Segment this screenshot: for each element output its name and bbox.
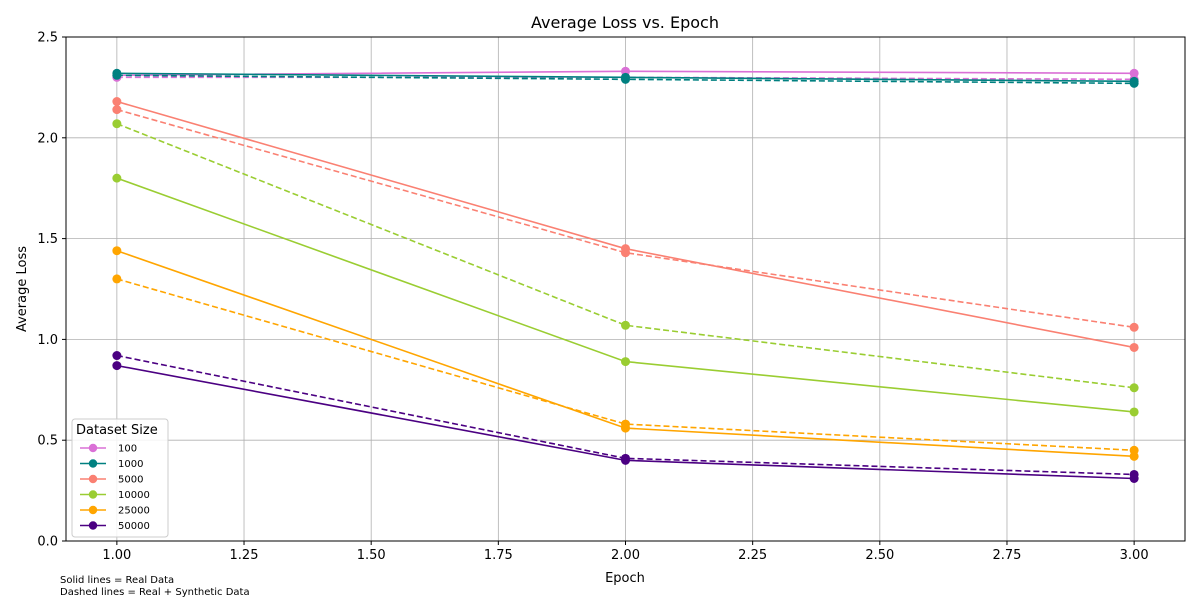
legend-marker (88, 490, 98, 499)
legend-entry-1000: 1000 (118, 459, 143, 470)
x-tick-label: 2.00 (611, 548, 640, 563)
legend-marker (88, 505, 98, 515)
data-point-50000 (621, 453, 630, 463)
y-tick-label: 1.0 (37, 333, 58, 348)
x-tick-label: 1.75 (484, 548, 513, 563)
data-point-10000 (621, 357, 630, 367)
data-point-10000 (1129, 383, 1139, 393)
data-point-10000 (1129, 407, 1139, 417)
data-point-25000 (621, 419, 630, 429)
x-tick-label: 2.75 (993, 548, 1022, 563)
data-point-1000 (621, 74, 630, 84)
x-tick-label: 2.25 (738, 548, 767, 563)
footnote-synthetic: Dashed lines = Real + Synthetic Data (60, 587, 250, 598)
legend-entry-100: 100 (118, 444, 137, 455)
data-point-10000 (112, 173, 122, 183)
series-lines (112, 66, 1139, 484)
chart-title: Average Loss vs. Epoch (531, 13, 719, 32)
data-point-50000 (112, 361, 122, 371)
data-point-1000 (112, 70, 122, 80)
data-point-5000 (112, 97, 122, 107)
y-axis-label: Average Loss (15, 246, 30, 332)
series-line-5000-synthetic (116, 108, 1135, 329)
data-point-25000 (1129, 445, 1139, 455)
legend-title: Dataset Size (76, 423, 158, 438)
data-point-25000 (112, 246, 122, 256)
x-tick-label: 3.00 (1120, 548, 1149, 563)
legend-marker (88, 474, 98, 484)
legend-entry-50000: 50000 (118, 521, 150, 532)
data-point-10000 (112, 119, 122, 129)
legend: Dataset Size 100 1000 5000 10000 25000 50000 (71, 418, 169, 538)
y-tick-label: 2.0 (37, 131, 58, 146)
y-tick-label: 1.5 (37, 232, 58, 247)
series-line-25000-synthetic (116, 278, 1135, 452)
data-point-50000 (1129, 469, 1139, 479)
data-point-5000 (1129, 342, 1139, 352)
legend-entry-5000: 5000 (118, 475, 143, 486)
footnote-real: Solid lines = Real Data (60, 575, 174, 586)
data-point-5000 (621, 248, 630, 258)
series-line-10000-synthetic (116, 122, 1135, 389)
grid-lines (66, 36, 1185, 542)
x-tick-label: 2.50 (865, 548, 894, 563)
data-point-5000 (112, 105, 122, 115)
legend-entry-10000: 10000 (118, 490, 150, 501)
x-tick-label: 1.50 (357, 548, 386, 563)
data-point-50000 (112, 351, 122, 361)
x-axis-label: Epoch (605, 571, 645, 586)
x-tick-label: 1.00 (102, 548, 131, 563)
legend-marker (88, 443, 98, 453)
y-tick-label: 0.5 (37, 434, 58, 449)
x-tick-label: 1.25 (230, 548, 259, 563)
data-point-1000 (1129, 78, 1139, 88)
y-tick-label: 0.0 (37, 535, 58, 550)
data-point-10000 (621, 320, 630, 330)
legend-entry-25000: 25000 (118, 506, 150, 517)
data-point-25000 (112, 274, 122, 284)
y-tick-label: 2.5 (37, 31, 58, 46)
legend-marker (88, 459, 98, 468)
data-point-5000 (1129, 322, 1139, 332)
legend-marker (88, 521, 98, 530)
axis-ticks: 1.00 1.25 1.50 1.75 2.00 2.25 2.50 2.75 3.00 0.0 0… (37, 31, 1148, 564)
